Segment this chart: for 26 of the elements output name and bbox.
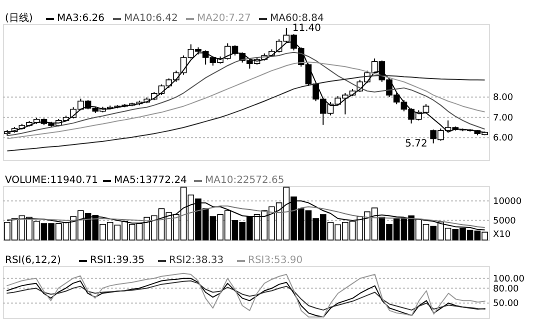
legend-label: MA10:22572.65 [205, 175, 284, 186]
y-tick-label: 8.00 [493, 93, 514, 104]
y-tick-label: 100.00 [493, 274, 525, 284]
chart-title: RSI(6,12,2) [5, 255, 61, 266]
chart-title: (日线) [5, 12, 33, 24]
legend-label: MA5:13772.24 [114, 175, 187, 186]
y-tick-label: 7.00 [493, 113, 514, 124]
legend-label: MA3:6.26 [57, 13, 104, 24]
annotation: 11.40 [292, 23, 322, 34]
line-series [6, 205, 486, 228]
y-tick-label: 80.00 [493, 284, 520, 294]
y-tick-label: 5000 [493, 216, 516, 226]
text: X10 [493, 230, 511, 240]
legend-label: MA10:6.42 [124, 13, 178, 24]
annotation: 5.72 [405, 138, 428, 150]
line-series [6, 280, 486, 311]
chart-title: VOLUME:11940.71 [5, 175, 98, 186]
legend-label: RSI2:38.33 [169, 255, 224, 266]
legend-label: RSI1:39.35 [90, 255, 145, 266]
legend-label: RSI3:53.90 [248, 255, 303, 266]
y-tick-label: 6.00 [493, 134, 514, 144]
legend-label: MA60:8.84 [270, 13, 324, 24]
line-series [6, 75, 486, 152]
y-tick-label: 10000 [493, 196, 522, 207]
legend-label: MA20:7.27 [197, 13, 251, 24]
y-tick-label: 50.00 [493, 299, 520, 310]
